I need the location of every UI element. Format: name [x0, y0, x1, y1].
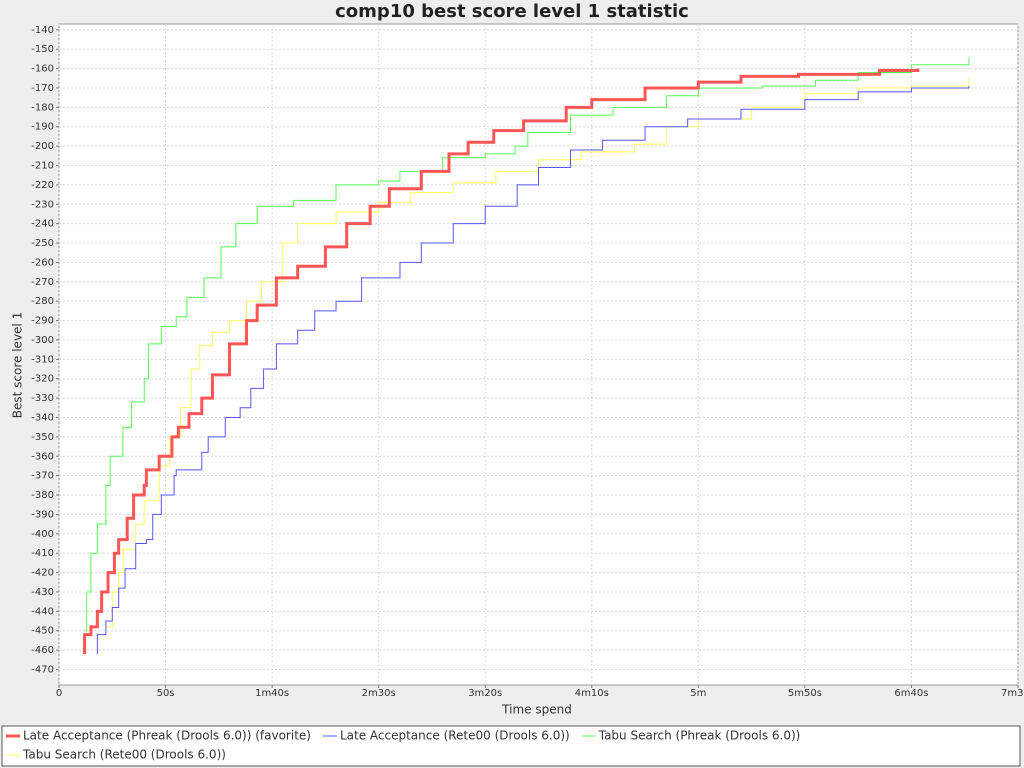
y-tick-label: -420	[31, 568, 54, 579]
x-tick-label: 5m50s	[788, 688, 822, 699]
y-tick-label: -300	[31, 335, 54, 346]
y-tick-label: -350	[31, 432, 54, 443]
y-tick-label: -400	[31, 529, 54, 540]
y-tick-label: -390	[31, 509, 54, 520]
y-tick-label: -230	[31, 199, 54, 210]
y-tick-label: -450	[31, 626, 54, 637]
y-tick-label: -240	[31, 219, 54, 230]
y-tick-label: -380	[31, 490, 54, 501]
y-tick-label: -310	[31, 354, 54, 365]
y-tick-label: -340	[31, 412, 54, 423]
series-line	[105, 78, 970, 628]
x-tick-label: 2m30s	[362, 688, 396, 699]
y-tick-label: -280	[31, 296, 54, 307]
x-tick-label: 0	[56, 688, 62, 699]
y-tick-label: -360	[31, 451, 54, 462]
y-tick-label: -140	[31, 25, 54, 36]
x-tick-label: 1m40s	[255, 688, 289, 699]
y-tick-label: -250	[31, 238, 54, 249]
chart-title: comp10 best score level 1 statistic	[335, 1, 689, 22]
y-tick-label: -210	[31, 161, 54, 172]
series-line	[84, 56, 970, 632]
x-axis-label: Time spend	[501, 703, 572, 717]
y-tick-label: -440	[31, 606, 54, 617]
y-tick-label: -190	[31, 122, 54, 133]
x-tick-label: 4m10s	[575, 688, 609, 699]
legend-label: Tabu Search (Rete00 (Drools 6.0))	[22, 748, 226, 762]
y-axis-label: Best score level 1	[11, 312, 25, 418]
y-tick-label: -270	[31, 277, 54, 288]
y-tick-label: -180	[31, 102, 54, 113]
y-tick-label: -260	[31, 257, 54, 268]
y-tick-label: -330	[31, 393, 54, 404]
y-tick-label: -150	[31, 44, 54, 55]
y-tick-label: -430	[31, 587, 54, 598]
y-tick-label: -200	[31, 141, 54, 152]
x-tick-label: 7m30s	[1001, 688, 1024, 699]
y-tick-label: -460	[31, 645, 54, 656]
y-tick-label: -160	[31, 64, 54, 75]
x-tick-label: 6m40s	[894, 688, 928, 699]
legend-box	[1, 725, 1021, 767]
y-tick-label: -470	[31, 664, 54, 675]
x-tick-label: 3m20s	[468, 688, 502, 699]
y-tick-label: -170	[31, 83, 54, 94]
legend-label: Late Acceptance (Rete00 (Drools 6.0))	[340, 729, 570, 743]
legend-label: Late Acceptance (Phreak (Drools 6.0)) (f…	[23, 729, 311, 743]
x-tick-label: 5m	[690, 688, 706, 699]
series-line	[96, 86, 970, 654]
y-tick-label: -410	[31, 548, 54, 559]
plot-area	[58, 23, 1019, 686]
y-tick-label: -320	[31, 374, 54, 385]
y-tick-label: -370	[31, 471, 54, 482]
x-tick-label: 50s	[157, 688, 175, 699]
series-line	[83, 68, 920, 654]
legend-label: Tabu Search (Phreak (Drools 6.0))	[598, 729, 801, 743]
y-tick-label: -220	[31, 180, 54, 191]
y-tick-label: -290	[31, 316, 54, 327]
